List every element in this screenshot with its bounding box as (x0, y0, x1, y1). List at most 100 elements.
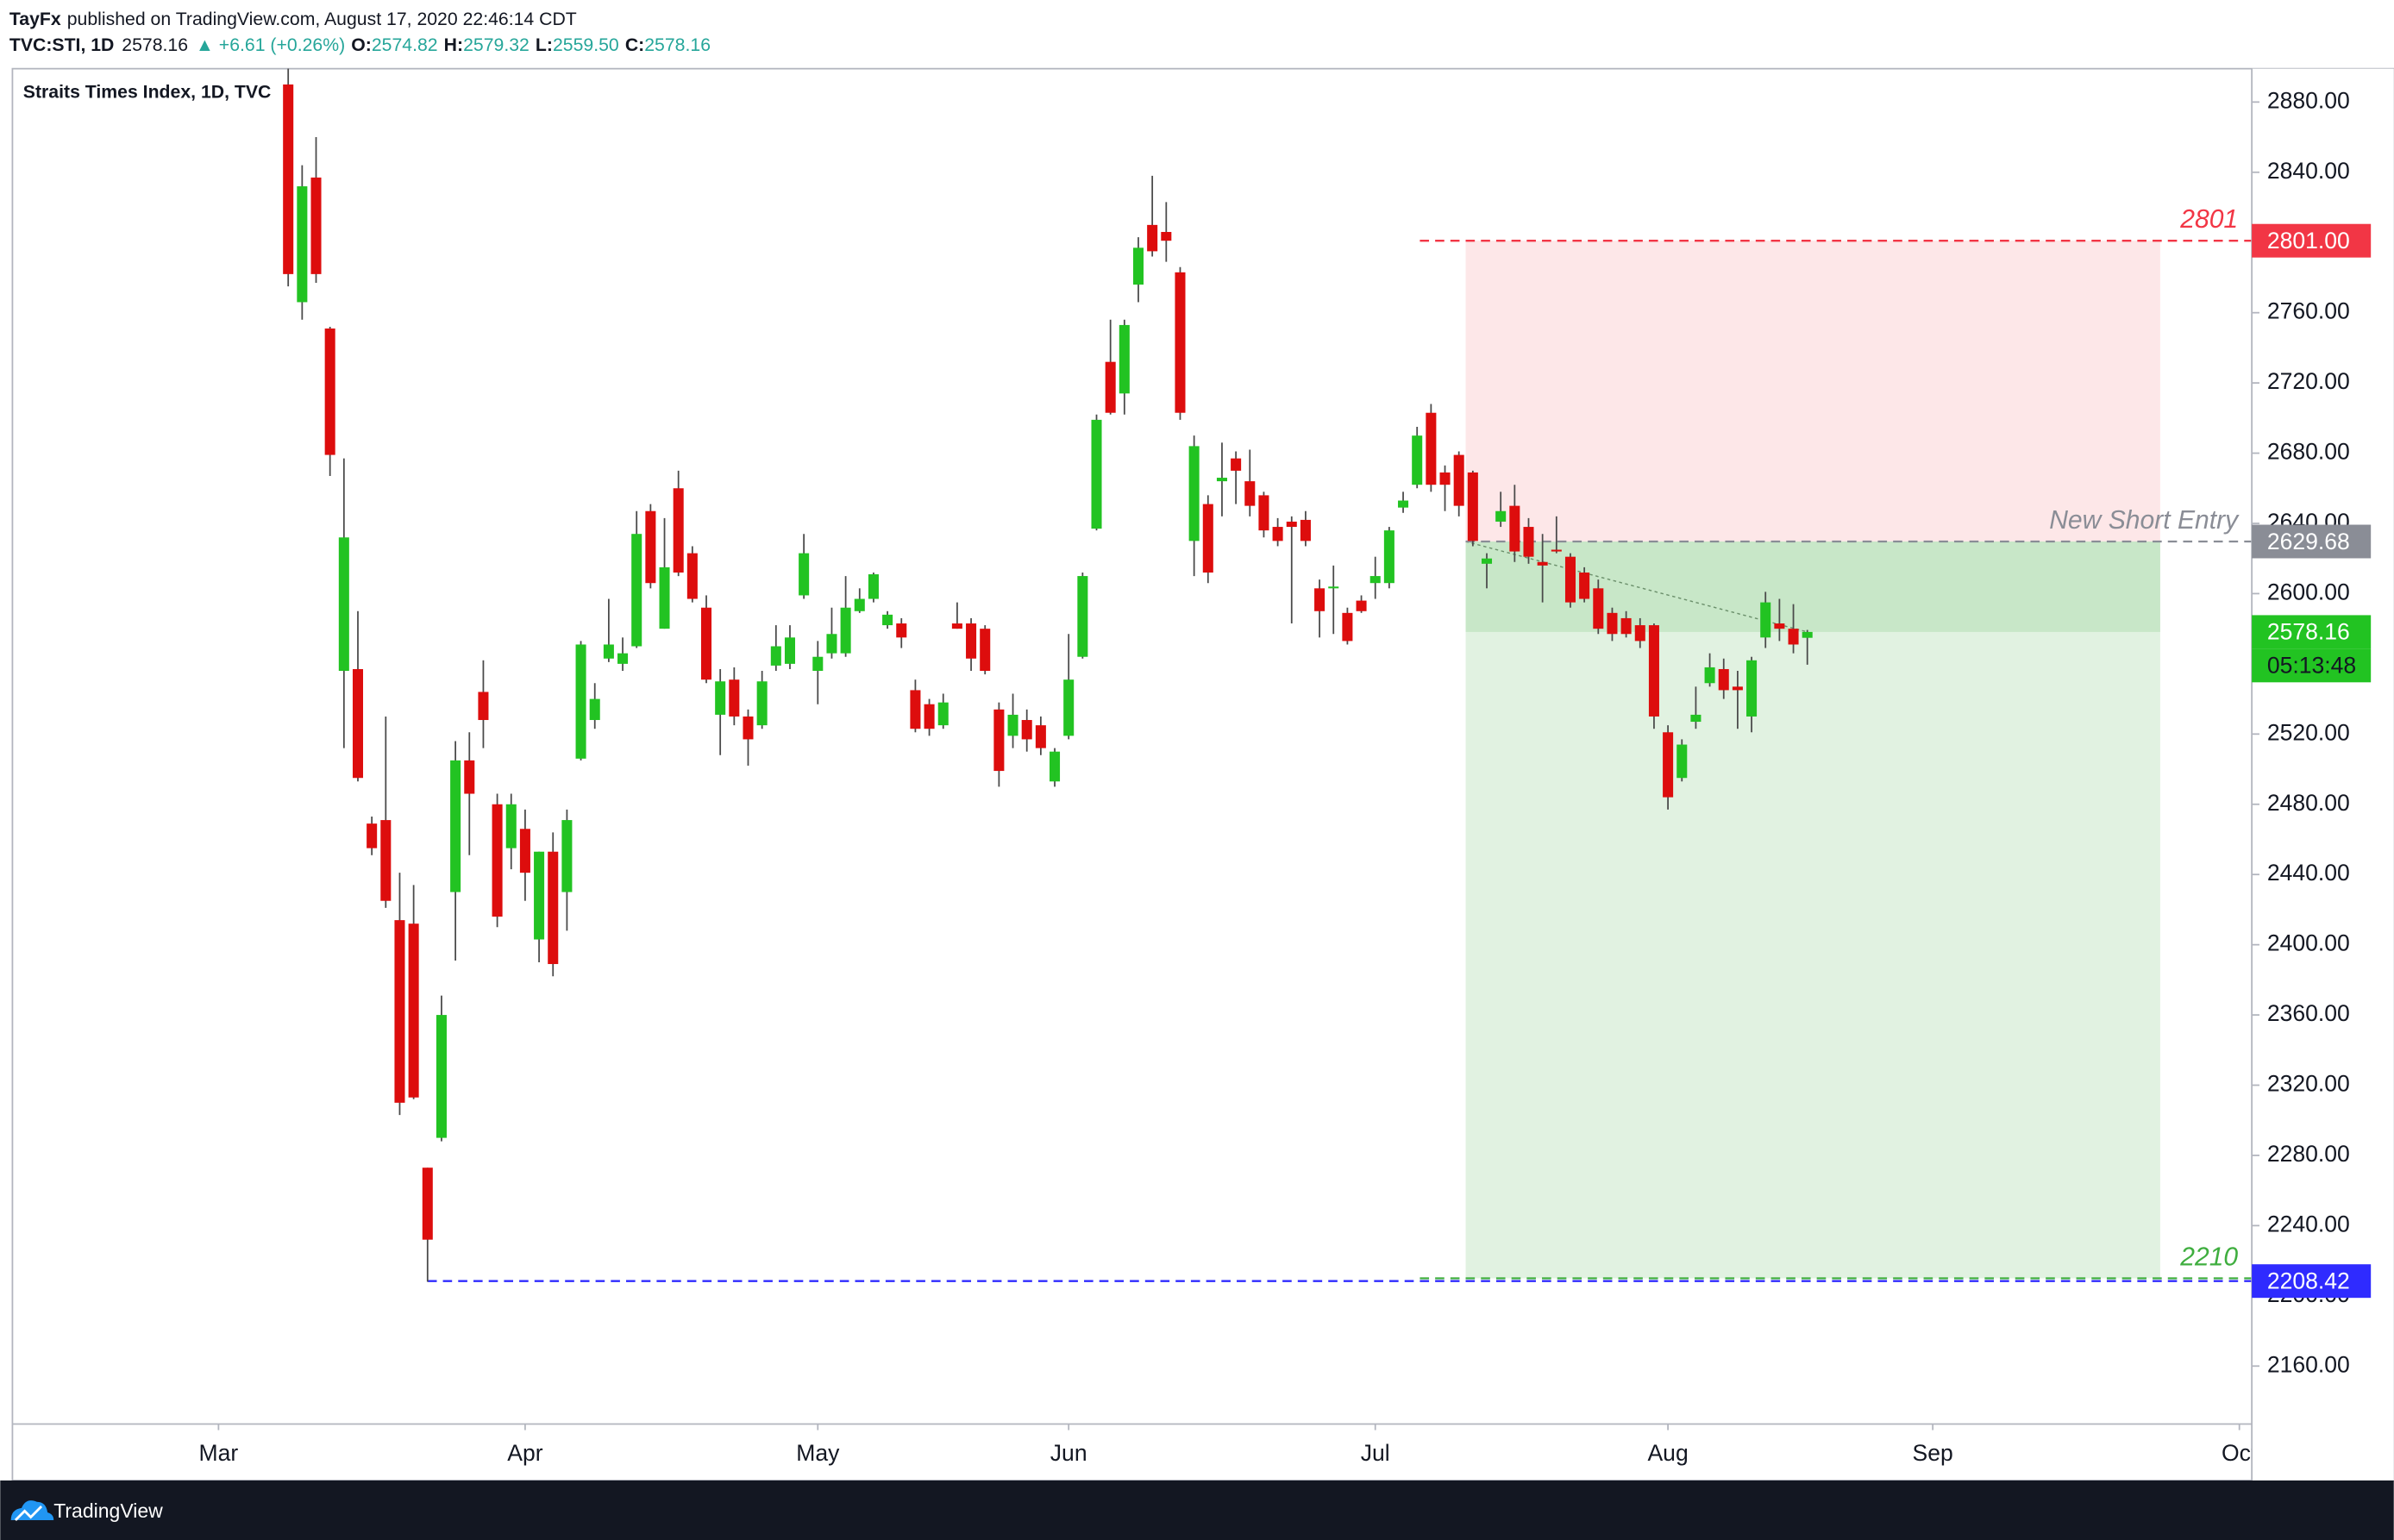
candle-body (1216, 478, 1227, 482)
candle-body (505, 804, 517, 848)
candle-body (575, 644, 586, 759)
x-tick-label: Mar (199, 1440, 239, 1466)
candle-body (548, 851, 559, 965)
candle-body (840, 607, 851, 654)
candle-body (1147, 224, 1158, 252)
time-axis: Mar Apr May Jun Jul Aug Sep Oct (199, 1424, 2258, 1466)
candle-body (338, 537, 349, 672)
candle-body (519, 829, 530, 873)
candle-body (367, 823, 378, 848)
price-axis: 2160.002200.002240.002280.002320.002360.… (2252, 87, 2372, 1377)
candle-body (993, 709, 1005, 772)
candle-body (1328, 586, 1339, 589)
level-label: 2210 (2179, 1243, 2238, 1271)
candle-body (1523, 527, 1534, 557)
candle-body (1021, 720, 1032, 740)
y-tick-label: 2240.00 (2267, 1211, 2350, 1236)
candle-body (464, 760, 475, 794)
candle-body (1732, 686, 1743, 691)
candle-body (1258, 495, 1269, 531)
candle-body (882, 614, 893, 626)
level-price-label: 2208.42 (2267, 1268, 2350, 1293)
candle-body (534, 851, 545, 940)
candle-body (1050, 751, 1061, 782)
candle-body (1620, 617, 1632, 635)
candle-body (1774, 623, 1785, 629)
candle-body (1551, 549, 1562, 552)
candle-body (1300, 519, 1311, 542)
candle-body (910, 690, 921, 729)
candle-body (812, 656, 824, 672)
candle-body (1718, 668, 1729, 691)
candle-body (1272, 527, 1283, 542)
candle-body (1202, 504, 1213, 573)
candle-body (1593, 588, 1604, 629)
candle-body (1802, 631, 1813, 638)
candle-body (1369, 576, 1381, 584)
brand-logo-mark (14, 1506, 43, 1521)
candle-body (603, 644, 614, 659)
candle-body (659, 567, 670, 629)
candle-body (1509, 505, 1520, 552)
x-tick-label: Aug (1647, 1440, 1688, 1466)
candle-body (1537, 561, 1548, 566)
candle-body (799, 553, 810, 596)
level-label: New Short Entry (2049, 506, 2240, 535)
candle-body (1035, 725, 1046, 748)
x-tick-label: Jul (1361, 1440, 1390, 1466)
candle-body (631, 534, 642, 647)
candle-body (1119, 324, 1130, 394)
y-tick-label: 2680.00 (2267, 439, 2350, 465)
last-price-label: 2578.16 (2267, 619, 2350, 645)
chart-title: Straits Times Index, 1D, TVC (23, 82, 272, 103)
candle-body (1383, 530, 1394, 584)
ohlc-key: H: (444, 34, 463, 55)
candle-body (1412, 435, 1423, 485)
brand: TradingView (53, 1499, 163, 1522)
candle-body (951, 623, 962, 629)
candle-body (1467, 472, 1478, 542)
level-price (2252, 1264, 2372, 1299)
ohlc-value: 2579.32 (463, 34, 530, 55)
ohlc-value: 2574.82 (372, 34, 438, 55)
candle-body (645, 510, 656, 584)
candle-body (1676, 744, 1688, 779)
y-tick-label: 2400.00 (2267, 930, 2350, 956)
candle-body (673, 488, 684, 573)
ohlc-key: C: (625, 34, 644, 55)
candle-body (1607, 612, 1618, 635)
candle-body (1091, 419, 1102, 529)
y-tick-label: 2840.00 (2267, 158, 2350, 184)
x-tick-label: Sep (1913, 1440, 1953, 1466)
candle-body (770, 646, 781, 666)
candle-body (492, 804, 503, 917)
symbol-line: TVC:STI, 1D 2578.16 ▲ +6.61 (+0.26%) O:2574… (9, 34, 711, 55)
candle-body (729, 679, 740, 717)
candle-body (686, 553, 698, 599)
candle-body (310, 177, 322, 274)
countdown: 05:13:48 (2267, 653, 2356, 679)
ohlc-key: O: (351, 34, 372, 55)
candle-body (1648, 625, 1659, 717)
countdown-box (2252, 648, 2372, 683)
candle-body (380, 820, 392, 901)
y-tick-label: 2760.00 (2267, 298, 2350, 324)
candle-body (1105, 361, 1116, 413)
candle-body (868, 574, 879, 599)
candle-body (422, 1168, 433, 1240)
level-price (2252, 223, 2372, 258)
candle-body (1788, 629, 1799, 645)
candle-body (283, 84, 294, 274)
candle-body (1564, 556, 1576, 603)
entry-to-price (1465, 541, 1808, 633)
candle-body (1634, 625, 1645, 642)
candle-body (756, 681, 768, 726)
x-tick-label: May (796, 1440, 840, 1466)
candle-body (1175, 272, 1186, 413)
candle-body (617, 653, 629, 664)
plot-area (283, 68, 2253, 1282)
candle-body (937, 702, 949, 726)
candle-body (1077, 576, 1088, 657)
candle-body (1007, 714, 1018, 736)
